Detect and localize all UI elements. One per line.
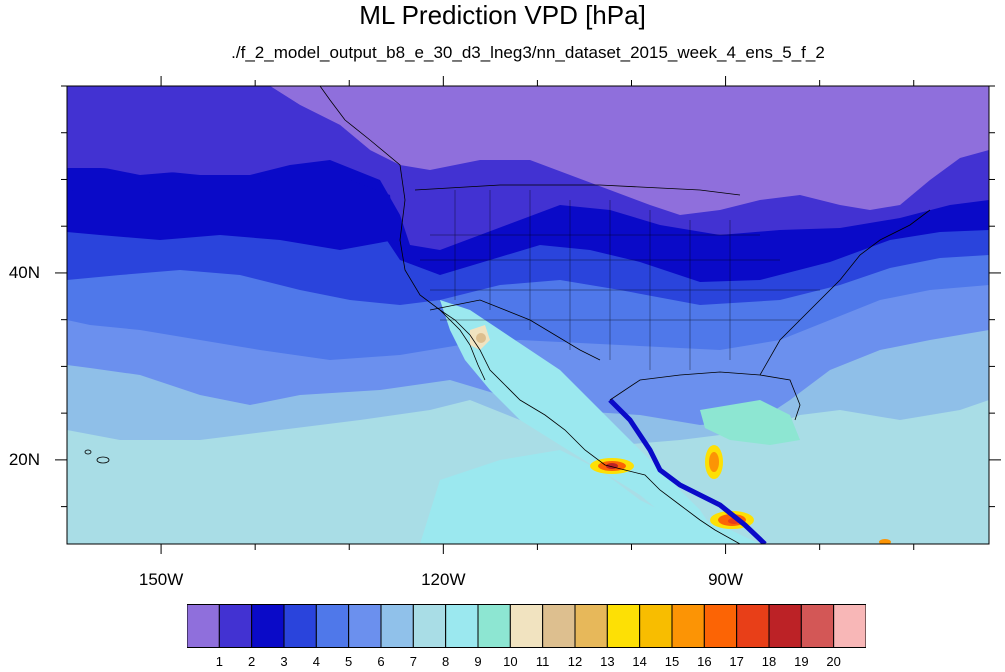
colorbar-label: 8	[442, 654, 450, 669]
colorbar-swatch	[736, 604, 770, 648]
colorbar-swatch	[283, 604, 317, 648]
colorbar-swatch	[218, 604, 253, 648]
colorbar-label: 9	[474, 654, 482, 669]
colorbar-swatch	[187, 604, 220, 648]
colorbar-label: 5	[345, 654, 353, 669]
colorbar-swatch	[703, 604, 738, 648]
field-hotspot-panama	[879, 539, 891, 544]
colorbar-label: 6	[377, 654, 385, 669]
colorbar-swatch	[671, 604, 705, 648]
colorbar-swatch	[833, 604, 866, 648]
map-frame	[66, 85, 990, 545]
colorbar-label: 3	[280, 654, 288, 669]
colorbar-label: 15	[664, 654, 680, 669]
axis-ticks	[55, 76, 1001, 554]
colorbar-swatch	[574, 604, 608, 648]
colorbar-swatch	[380, 604, 414, 648]
field-ocean-lobe	[67, 86, 370, 175]
colorbar-swatch	[542, 604, 576, 648]
vpd-map	[55, 76, 1001, 554]
lat-tick-label: 40N	[8, 262, 40, 282]
colorbar-label: 17	[729, 654, 744, 669]
state-borders	[420, 190, 820, 370]
colorbar-label: 11	[535, 654, 550, 669]
colorbar-swatch	[445, 604, 479, 648]
colorbar-label: 19	[794, 654, 809, 669]
colorbar-label: 13	[600, 654, 615, 669]
colorbar-swatch	[606, 604, 641, 648]
colorbar-swatch	[800, 604, 835, 648]
lon-tick-label: 90W	[708, 570, 744, 589]
colorbar-label: 1	[215, 654, 223, 669]
field-hotspot-guatemala	[705, 445, 723, 479]
colorbar-swatch	[768, 604, 802, 648]
colorbar-swatch	[315, 604, 350, 648]
colorbar-swatch	[251, 604, 285, 648]
colorbar-swatch	[348, 604, 382, 648]
chart-title: ML Prediction VPD [hPa]	[359, 0, 646, 30]
colorbar-swatch	[412, 604, 447, 648]
colorbar-label: 20	[826, 654, 841, 669]
colorbar-label: 16	[697, 654, 712, 669]
coastlines	[84, 86, 931, 544]
chart-subtitle: ./f_2_model_output_b8_e_30_d3_lneg3/nn_d…	[231, 43, 825, 62]
colorbar-label: 10	[503, 654, 518, 669]
field-ocean-lobe-inner	[67, 175, 395, 250]
field-mountain-ridge	[608, 398, 767, 544]
colorbar-label: 14	[632, 654, 647, 669]
colorbar-swatch	[477, 604, 511, 648]
field-hotspot-baja	[476, 333, 486, 343]
field-mexico	[440, 300, 720, 544]
colorbar-label: 7	[409, 654, 417, 669]
colorbar-label: 2	[248, 654, 256, 669]
colorbar-label: 18	[761, 654, 777, 669]
colorbar-swatch	[509, 604, 544, 648]
field-level-9	[700, 400, 800, 445]
colorbar-swatch	[639, 604, 673, 648]
field-level-0	[270, 86, 989, 215]
lon-tick-label: 150W	[138, 570, 184, 589]
lat-tick-label: 20N	[8, 449, 40, 469]
field-hotspot-mexico	[590, 458, 634, 474]
colorbar-label: 12	[567, 654, 583, 669]
lon-tick-label: 120W	[421, 570, 466, 589]
colorbar-label: 4	[312, 654, 320, 669]
colorbar	[187, 604, 866, 648]
vpd-field	[67, 86, 989, 544]
